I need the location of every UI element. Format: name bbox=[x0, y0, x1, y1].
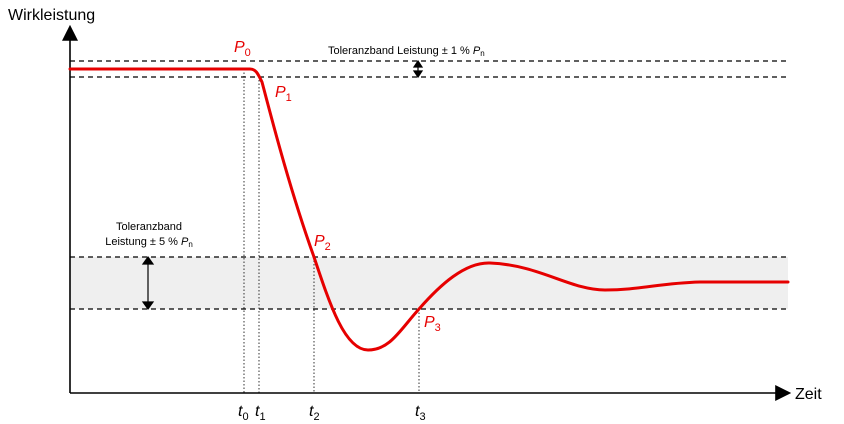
time-label-t1: t1 bbox=[255, 403, 266, 423]
x-axis-label: Zeit bbox=[795, 386, 822, 403]
tolerance-lines bbox=[70, 60, 788, 310]
time-label-t3: t3 bbox=[415, 403, 426, 423]
lower-band-arrow bbox=[141, 255, 155, 311]
upper-band-arrow bbox=[412, 59, 424, 79]
point-label-p2: P2 bbox=[314, 233, 331, 253]
power-response-curve bbox=[68, 67, 790, 352]
lower-band-label-line2: Leistung ± 5 % Pn bbox=[105, 236, 193, 249]
point-label-p3: P3 bbox=[424, 314, 441, 334]
upper-band-label: Toleranzband Leistung ± 1 % Pn bbox=[328, 45, 485, 58]
point-label-p0: P0 bbox=[234, 39, 251, 59]
time-label-t0: t0 bbox=[238, 403, 249, 423]
point-label-p1: P1 bbox=[275, 84, 292, 104]
time-label-t2: t2 bbox=[309, 403, 320, 423]
time-markers bbox=[243, 69, 420, 393]
lower-band-label-line1: Toleranzband bbox=[116, 221, 182, 233]
y-axis-label: Wirkleistung bbox=[8, 7, 95, 24]
